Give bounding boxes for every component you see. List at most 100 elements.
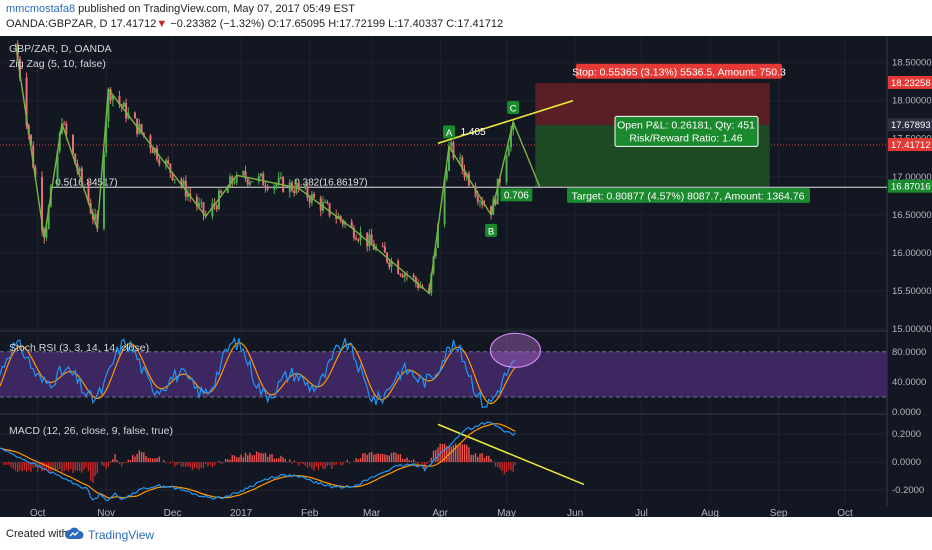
candle-body — [173, 179, 176, 181]
candle-body — [436, 224, 439, 248]
candle-body — [233, 182, 236, 184]
candle-body — [260, 173, 263, 176]
price-badge-text: 17.41712 — [891, 140, 931, 151]
candle-body — [257, 175, 260, 182]
candle-body — [109, 89, 112, 101]
x-tick-label: Jul — [635, 508, 648, 517]
candle-body — [512, 121, 515, 131]
macd-pane-title: MACD (12, 26, close, 9, false, true) — [9, 425, 173, 437]
candle-body — [118, 96, 121, 105]
candle-body — [430, 273, 433, 294]
candle-body — [434, 247, 437, 257]
stoch-pane-title: Stoch RSI (3, 3, 14, 14, close) — [9, 342, 149, 354]
candle-body — [308, 197, 311, 203]
price-trendline[interactable] — [437, 99, 574, 145]
candle-body — [34, 167, 37, 177]
macd-tick-label: 0.0000 — [892, 457, 921, 468]
candle-body — [275, 183, 278, 186]
author-link[interactable]: mmcmostafa8 — [6, 3, 76, 15]
pattern-point-label: A — [446, 128, 453, 139]
candle-body — [326, 201, 329, 204]
tradingview-brand[interactable]: TradingView — [88, 528, 155, 542]
candle-body — [102, 152, 105, 229]
zigzag-indicator-title: Zig Zag (5, 10, false) — [9, 58, 106, 70]
svg-text:Open P&L: 0.26181, Qty: 451: Open P&L: 0.26181, Qty: 451 — [617, 119, 755, 131]
price-badge-stop — [888, 75, 932, 89]
x-tick-label: Mar — [363, 508, 381, 517]
candle-body — [87, 182, 90, 204]
stop-label[interactable]: Stop: 0.55365 (3.13%) 5536.5, Amount: 75… — [572, 63, 786, 79]
candle-body — [94, 214, 97, 220]
stoch-highlight-circle — [489, 332, 541, 368]
candle-body — [474, 185, 477, 197]
price-badge-last — [888, 138, 932, 152]
macd-trendline[interactable] — [437, 423, 585, 486]
x-tick-label: Oct — [837, 508, 853, 517]
candle-body — [481, 201, 484, 205]
candle-body — [463, 169, 466, 178]
candle-body — [235, 175, 238, 183]
candle-body — [158, 159, 161, 164]
candle-body — [476, 196, 479, 202]
candle-body — [383, 246, 386, 253]
x-tick-label: May — [497, 508, 516, 517]
svg-text:Risk/Reward Ratio: 1.46: Risk/Reward Ratio: 1.46 — [629, 132, 742, 144]
ratio-badge — [500, 188, 533, 202]
candle-body — [399, 273, 402, 275]
candle-body — [180, 179, 183, 186]
stoch-tick-label: 0.0000 — [892, 407, 921, 418]
candle-body — [273, 185, 276, 190]
price-tick-label: 16.00000 — [892, 248, 932, 259]
price-tick-label: 16.50000 — [892, 210, 932, 221]
candle-body — [306, 185, 309, 198]
open-value: O:17.65095 — [267, 18, 326, 30]
price-change: −0.23382 (−1.32%) — [170, 18, 265, 30]
pattern-point-b — [485, 223, 498, 237]
x-tick-label: Nov — [97, 508, 115, 517]
candle-body — [226, 186, 229, 193]
pane-titles: GBP/ZAR, D, OANDA Zig Zag (5, 10, false)… — [9, 43, 173, 437]
chart-area[interactable]: 0.5(16.84517) 0.382(16.86197) A B C 1.405 0.7… — [0, 36, 932, 519]
ratio-label-ac: 1.405 — [461, 127, 486, 138]
candle-body — [47, 206, 50, 229]
candle-body — [32, 145, 35, 168]
candle-body — [41, 176, 44, 231]
pattern-labels: A B C 1.405 0.706 — [443, 100, 533, 237]
x-tick-label: 2017 — [230, 508, 253, 517]
candle-body — [65, 123, 68, 135]
candle-body — [63, 123, 66, 125]
candle-body — [412, 275, 415, 278]
candle-body — [461, 157, 464, 170]
publish-header: mmcmostafa8 published on TradingView.com… — [0, 0, 932, 36]
tradingview-cloud-icon — [64, 527, 84, 539]
candle-body — [182, 180, 185, 186]
candle-body — [251, 181, 254, 183]
stoch-band — [0, 351, 887, 397]
published-text: published on TradingView.com, May 07, 20… — [78, 3, 355, 15]
candle-body — [509, 130, 512, 148]
candle-body — [111, 96, 114, 101]
candle-body — [505, 156, 508, 183]
zigzag-line — [14, 43, 541, 295]
candle-body — [448, 146, 451, 171]
macd-pane — [0, 421, 517, 502]
candle-body — [370, 234, 373, 244]
candle-body — [151, 148, 154, 154]
candle-body — [187, 193, 190, 197]
price-badge-text: 16.87016 — [891, 182, 931, 193]
candle-body — [443, 179, 446, 225]
candle-body — [18, 58, 21, 78]
candle-body — [80, 168, 83, 183]
candle-body — [293, 190, 296, 193]
chart-canvas[interactable]: 0.5(16.84517) 0.382(16.86197) A B C 1.405 0.7… — [0, 36, 932, 519]
candle-body — [198, 202, 201, 207]
trendlines[interactable] — [437, 99, 585, 486]
axes: Oct Nov Dec 2017 Feb Mar Apr May Jun Jul Aug Sep Oct… — [30, 58, 932, 519]
candle-body — [242, 171, 245, 176]
candle-body — [133, 112, 136, 119]
target-label[interactable]: Target: 0.80877 (4.57%) 8087.7, Amount: … — [567, 187, 810, 203]
position-labels[interactable]: Stop: 0.55365 (3.13%) 5536.5, Amount: 75… — [567, 63, 810, 203]
candle-body — [266, 187, 269, 190]
